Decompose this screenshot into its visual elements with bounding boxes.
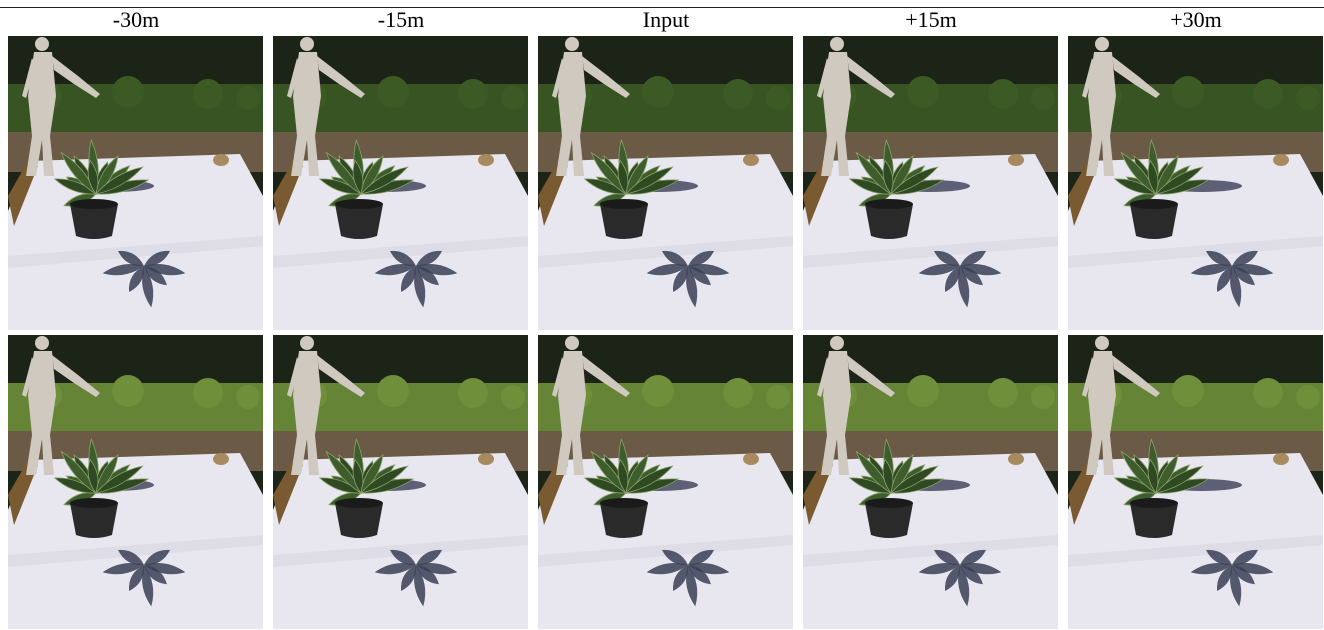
statue-figure [552, 37, 630, 176]
plant-pot [1130, 503, 1178, 538]
plant-pot [600, 204, 648, 239]
plant-pot [70, 503, 118, 538]
potted-plant [318, 437, 415, 538]
leaf-shape [882, 159, 894, 195]
plant-pot [600, 503, 648, 538]
potted-plant [848, 437, 945, 538]
leaf-shape [624, 465, 674, 494]
statue-figure [552, 336, 630, 475]
white-sheet [1068, 453, 1323, 629]
leaf-shape [617, 458, 629, 494]
potted-plant [1113, 138, 1210, 239]
top-rule [0, 7, 1324, 8]
statue-figure [817, 37, 895, 176]
plant-pot [865, 204, 913, 239]
white-sheet [803, 453, 1058, 629]
rock [1273, 453, 1289, 465]
leaf-shape [352, 159, 364, 195]
white-sheet [538, 154, 793, 330]
photo-tile-r2-c5 [1068, 335, 1323, 629]
leaf-shape [889, 166, 939, 195]
potted-plant [583, 437, 680, 538]
leaf-shape [1147, 159, 1159, 195]
potted-plant [848, 138, 945, 239]
statue-figure [22, 37, 100, 176]
leaf-shape [359, 166, 409, 195]
statue-figure [287, 336, 365, 475]
plant-pot [70, 204, 118, 239]
leaf-shape [1154, 166, 1204, 195]
photo-tile-r1-c1 [8, 36, 263, 330]
plant-pot [865, 503, 913, 538]
rock [1273, 154, 1289, 166]
leaf-shape [624, 166, 674, 195]
white-sheet [1068, 154, 1323, 330]
photo-tile-r1-c3 [538, 36, 793, 330]
rock [478, 453, 494, 465]
photo-tile-r2-c4 [803, 335, 1058, 629]
rock [1008, 154, 1024, 166]
statue-figure [1082, 336, 1160, 475]
rock [743, 154, 759, 166]
photo-tile-r2-c2 [273, 335, 528, 629]
rock [213, 154, 229, 166]
column-header-5: +30m [1170, 7, 1222, 32]
leaf-shape [1154, 465, 1204, 494]
white-sheet [803, 154, 1058, 330]
plant-pot [335, 503, 383, 538]
rock [1008, 453, 1024, 465]
leaf-shape [889, 465, 939, 494]
column-header-2: -15m [377, 7, 425, 32]
leaf-shape [617, 159, 629, 195]
leaf-shape [94, 465, 144, 494]
column-header-1: -30m [112, 7, 160, 32]
potted-plant [53, 138, 150, 239]
photo-tile-r1-c2 [273, 36, 528, 330]
photo-tile-r2-c1 [8, 335, 263, 629]
leaf-shape [87, 159, 99, 195]
photo-tile-r1-c4 [803, 36, 1058, 330]
leaf-shape [882, 458, 894, 494]
leaf-shape [94, 166, 144, 195]
white-sheet [273, 154, 528, 330]
statue-figure [287, 37, 365, 176]
photo-tile-r1-c5 [1068, 36, 1323, 330]
column-header-3: Input [642, 7, 690, 32]
statue-figure [22, 336, 100, 475]
white-sheet [8, 453, 263, 629]
white-sheet [538, 453, 793, 629]
potted-plant [53, 437, 150, 538]
leaf-shape [87, 458, 99, 494]
potted-plant [1113, 437, 1210, 538]
plant-pot [1130, 204, 1178, 239]
white-sheet [8, 154, 263, 330]
white-sheet [273, 453, 528, 629]
potted-plant [318, 138, 415, 239]
plant-pot [335, 204, 383, 239]
statue-figure [817, 336, 895, 475]
potted-plant [583, 138, 680, 239]
rock [213, 453, 229, 465]
column-header-4: +15m [905, 7, 957, 32]
rock [478, 154, 494, 166]
photo-tile-r2-c3 [538, 335, 793, 629]
leaf-shape [359, 465, 409, 494]
leaf-shape [352, 458, 364, 494]
leaf-shape [1147, 458, 1159, 494]
rock [743, 453, 759, 465]
statue-figure [1082, 37, 1160, 176]
